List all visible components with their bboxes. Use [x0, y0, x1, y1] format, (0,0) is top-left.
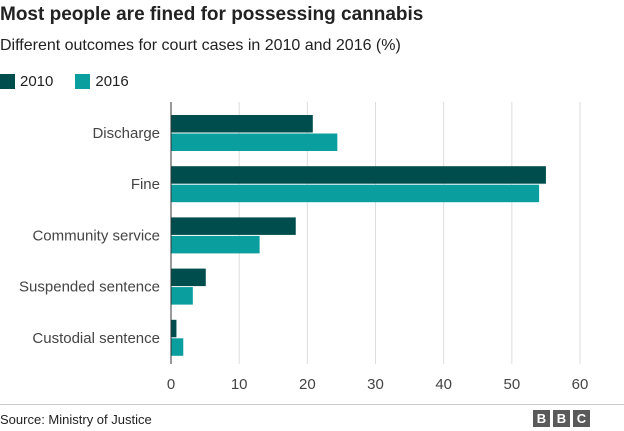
chart-subtitle: Different outcomes for court cases in 20… — [0, 37, 401, 54]
category-label-discharge: Discharge — [92, 125, 160, 142]
chart-title: Most people are fined for possessing can… — [0, 4, 424, 25]
legend-item-2010: 2010 — [0, 73, 53, 90]
legend-swatch-2010 — [0, 74, 15, 89]
logo-letter-c: C — [573, 410, 590, 427]
legend-item-2016: 2016 — [75, 73, 129, 90]
category-label-custodial-sentence: Custodial sentence — [32, 330, 160, 347]
legend-swatch-2016 — [75, 74, 91, 89]
bar-discharge-2010 — [171, 115, 313, 133]
bar-suspended-sentence-2016 — [171, 287, 193, 305]
x-tick-label-60: 60 — [572, 376, 589, 393]
x-tick-label-50: 50 — [503, 376, 520, 393]
bar-community-service-2010 — [171, 217, 296, 235]
logo-letter-b2: B — [553, 410, 570, 427]
bar-community-service-2016 — [171, 235, 260, 254]
category-label-fine: Fine — [131, 176, 160, 193]
legend-label-2010: 2010 — [20, 73, 54, 90]
bar-fine-2010 — [171, 166, 546, 184]
bar-discharge-2016 — [171, 133, 338, 151]
bar-suspended-sentence-2010 — [171, 268, 206, 287]
x-tick-label-0: 0 — [167, 376, 175, 393]
legend-label-2016: 2016 — [95, 73, 129, 90]
x-tick-label-20: 20 — [299, 376, 316, 393]
category-label-suspended-sentence: Suspended sentence — [19, 279, 160, 296]
source-note: Source: Ministry of Justice — [0, 412, 152, 427]
bar-custodial-sentence-2016 — [171, 338, 184, 356]
footer-divider — [0, 404, 624, 405]
bbc-logo: B B C — [533, 410, 590, 427]
x-tick-label-10: 10 — [231, 376, 248, 393]
bar-chart: Discharge Fine Community service Suspended … — [19, 102, 589, 393]
x-tick-label-40: 40 — [435, 376, 452, 393]
bar-fine-2016 — [171, 184, 540, 203]
category-label-community-service: Community service — [32, 227, 160, 244]
logo-letter-b1: B — [533, 410, 550, 427]
x-tick-label-30: 30 — [367, 376, 384, 393]
legend: 2010 2016 — [0, 73, 151, 90]
bar-custodial-sentence-2010 — [171, 319, 177, 338]
